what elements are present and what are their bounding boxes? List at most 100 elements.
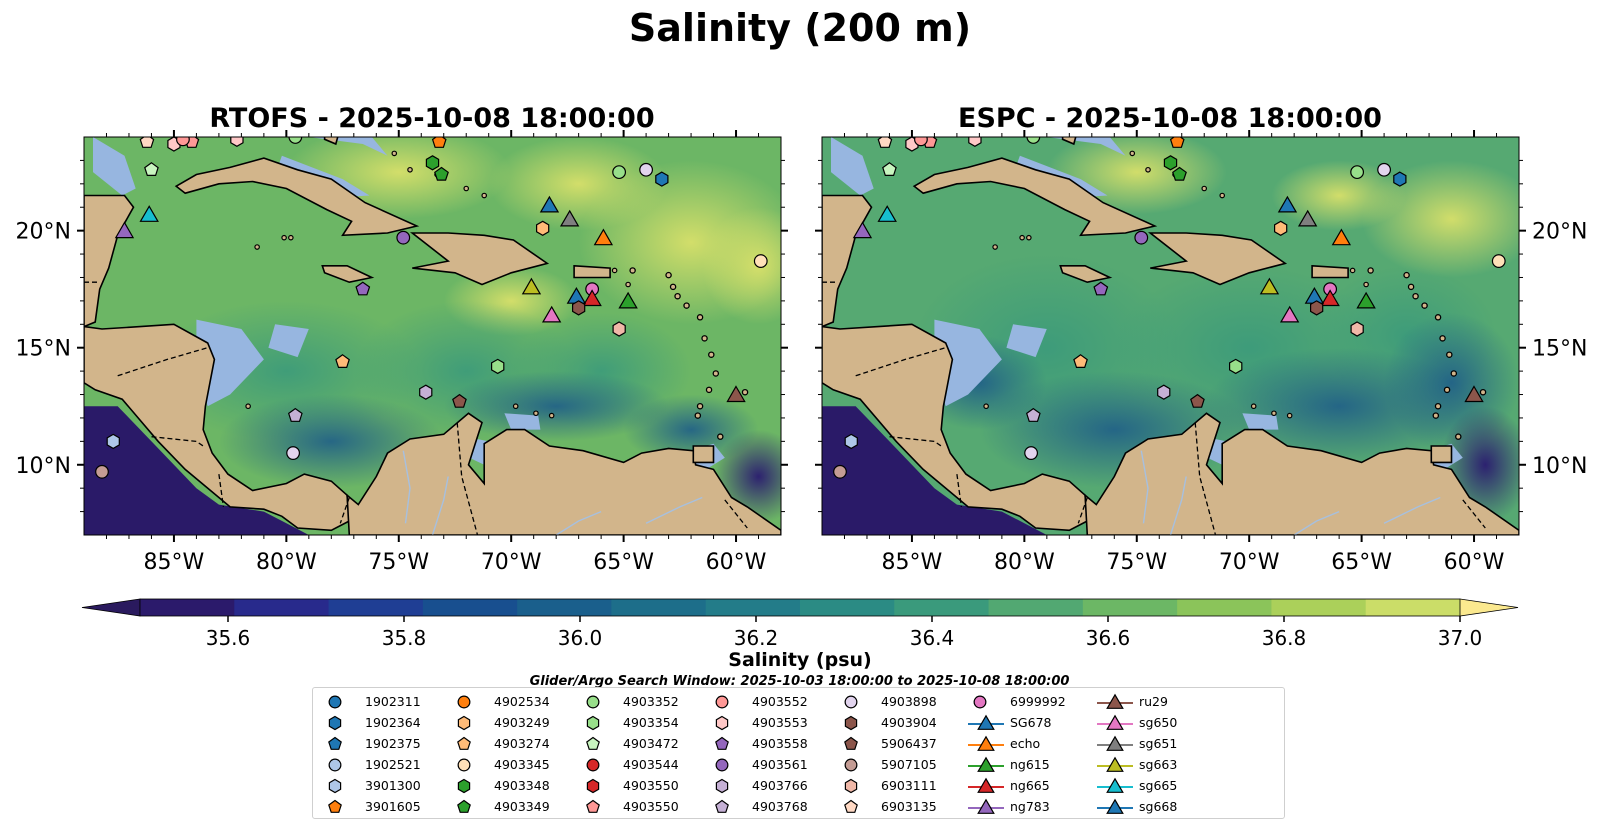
legend-swatch [457, 736, 471, 750]
marker-4903561 [1134, 230, 1149, 245]
land-central-america [84, 323, 351, 532]
legend-marker-4903274 [457, 736, 471, 750]
island [1446, 351, 1453, 358]
legend-marker-4903348 [457, 778, 471, 794]
legend-label: SG678 [1010, 715, 1052, 730]
land-cuba [174, 157, 420, 237]
legend-item: 4903552 [708, 692, 833, 712]
marker-1902364 [655, 171, 669, 187]
rtofs-map-panel: 85°W 80°W 75°W 70°W 65°W 60°W 10°N 15°N 20°N [16, 130, 788, 575]
legend-swatch [844, 758, 858, 772]
map-ticks [815, 130, 1526, 542]
legend-marker-4903249 [457, 715, 471, 731]
marker-4903553 [968, 137, 982, 147]
lon-tick-label: 85°W [144, 550, 205, 575]
island [1434, 314, 1442, 321]
legend-label: 4903544 [623, 757, 679, 772]
marker-4903274 [1073, 354, 1088, 368]
legend-swatch [586, 758, 600, 772]
legend-swatch [968, 735, 1004, 751]
colorbar-bin [234, 599, 330, 616]
lat-tick-label: 20°N [1532, 220, 1587, 245]
legend-label: 4903552 [752, 694, 808, 709]
marker-sg650 [541, 305, 562, 323]
legend-swatch [586, 715, 600, 731]
legend-swatch [973, 695, 987, 709]
observation-markers [833, 137, 1506, 479]
country-border [889, 436, 942, 447]
island [701, 335, 708, 342]
legend-label: 1902311 [365, 694, 421, 709]
lon-tick-label: 60°W [1444, 550, 1505, 575]
marker-6903135 [877, 137, 893, 148]
legend-swatch [844, 715, 858, 731]
legend-marker-4903768 [715, 799, 729, 813]
legend-label: 4903766 [752, 778, 808, 793]
marker-ng615 [618, 291, 638, 309]
panel-title-espc: ESPC - 2025-10-08 18:00:00 [958, 103, 1382, 134]
legend-label: 4903349 [494, 799, 550, 814]
legend-marker-sg663 [1106, 756, 1124, 772]
pacific-ocean [822, 406, 1047, 535]
land-cuba [912, 157, 1158, 237]
island [1455, 433, 1462, 440]
legend-label: 4902534 [494, 694, 550, 709]
marker-5907105 [833, 464, 847, 479]
legend-label: echo [1010, 736, 1041, 751]
legend-item: SG678 [966, 713, 1091, 733]
legend-item: 5906437 [837, 734, 962, 754]
land-trinidad [1430, 445, 1453, 464]
shallow-shelf [1242, 413, 1279, 430]
legend-marker-sg668 [1106, 798, 1124, 814]
shallow-shelf [196, 319, 264, 407]
marker-4903766 [419, 384, 433, 400]
legend-label: sg663 [1139, 757, 1178, 772]
legend-item: 4903553 [708, 713, 833, 733]
figure-title: Salinity (200 m) [629, 6, 971, 50]
legend-label: 4903561 [752, 757, 808, 772]
marker-4903552 [176, 137, 190, 147]
legend-item: 4903472 [579, 734, 704, 754]
marker-5906437 [452, 393, 467, 408]
legend-swatch [1097, 714, 1133, 730]
island [665, 271, 672, 279]
legend-swatch [1097, 798, 1133, 814]
salinity-colorbar: 35.6 35.8 36.0 36.2 36.4 36.6 36.8 37.0 [81, 598, 1519, 650]
lon-tick-label: 65°W [593, 550, 654, 575]
island [992, 244, 998, 250]
marker-4903352 [1026, 137, 1041, 144]
colorbar-bin [1271, 599, 1367, 616]
legend-item: 4903354 [579, 713, 704, 733]
legend-swatch [457, 799, 471, 813]
legend-swatch [1097, 777, 1133, 793]
colorbar-over [1459, 598, 1519, 617]
river [402, 450, 411, 524]
legend-label: 1902521 [365, 757, 421, 772]
legend-swatch [328, 799, 342, 813]
platform-legend: 1902311 1902364 1902375 1902521 3901300 39016… [312, 687, 1285, 819]
legend-marker-sg665 [1106, 777, 1124, 793]
land-bahamas-andros [323, 137, 339, 146]
salinity-patch [1271, 160, 1407, 231]
lon-tick-label: 75°W [368, 550, 429, 575]
island [245, 403, 251, 410]
legend-marker-4903550 [586, 799, 600, 813]
lat-tick-label: 15°N [1532, 337, 1587, 362]
marker-4903472 [144, 162, 159, 176]
marker-ng783 [114, 221, 135, 239]
legend-marker-5907105 [844, 758, 858, 772]
legend-label: 4903550 [623, 778, 679, 793]
island [1421, 302, 1428, 309]
legend-label: 4903768 [752, 799, 808, 814]
legend-label: 3901300 [365, 778, 421, 793]
marker-4903768 [1025, 407, 1041, 422]
legend-item: 4903768 [708, 797, 833, 817]
legend-swatch [457, 778, 471, 794]
legend-swatch [457, 695, 471, 709]
legend-swatch [968, 714, 1004, 730]
island [1403, 271, 1410, 279]
legend-marker-ng783 [977, 798, 995, 814]
marker-6903135 [139, 137, 155, 148]
river [1169, 476, 1187, 535]
marker-sg663 [1259, 277, 1280, 295]
